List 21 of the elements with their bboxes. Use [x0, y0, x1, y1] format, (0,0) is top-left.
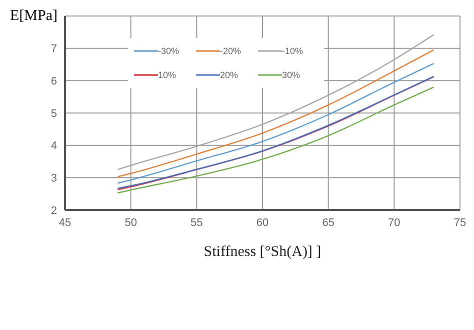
legend-label: 10%: [158, 70, 176, 80]
y-tick-label: 5: [50, 108, 57, 120]
legend-label: 20%: [220, 70, 238, 80]
x-tick-label: 65: [322, 216, 334, 229]
legend-label: -20%: [220, 46, 242, 56]
x-tick-label: 50: [124, 216, 137, 229]
x-axis-title: Stiffness [°Sh(A)] ]: [204, 244, 322, 260]
legend-label: -30%: [158, 46, 180, 56]
y-tick-label: 3: [50, 172, 57, 185]
legend-label: 30%: [282, 70, 300, 80]
y-axis-title: E[MPa]: [10, 8, 58, 25]
x-tick-label: 60: [256, 216, 269, 229]
x-tick-label: 45: [58, 216, 72, 229]
legend-label: -10%: [282, 46, 304, 56]
y-tick-label: 6: [50, 76, 57, 88]
x-tick-label: 55: [190, 216, 203, 229]
y-tick-label: 2: [50, 204, 57, 217]
x-tick-label: 75: [454, 216, 466, 229]
x-tick-label: 70: [388, 216, 400, 229]
y-tick-label: 4: [50, 140, 57, 152]
y-tick-label: 7: [50, 43, 57, 56]
